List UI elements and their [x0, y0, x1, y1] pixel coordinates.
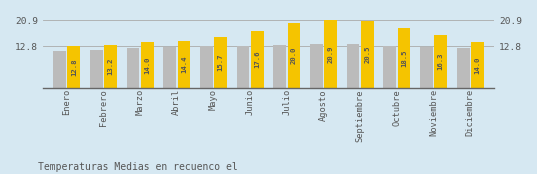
Text: 20.9: 20.9 — [328, 45, 333, 63]
Text: 14.0: 14.0 — [144, 56, 150, 74]
Bar — [163, 47, 176, 88]
Bar — [141, 42, 154, 88]
Bar — [434, 35, 447, 88]
Bar — [397, 28, 410, 88]
Bar — [273, 45, 286, 88]
Bar — [347, 44, 359, 88]
Bar — [104, 45, 117, 88]
Bar — [420, 47, 433, 88]
Bar — [310, 44, 323, 88]
Text: 12.8: 12.8 — [71, 58, 77, 76]
Text: 20.5: 20.5 — [365, 46, 371, 63]
Bar — [471, 42, 484, 88]
Bar — [251, 31, 264, 88]
Text: 18.5: 18.5 — [401, 49, 407, 67]
Text: 17.6: 17.6 — [255, 50, 260, 68]
Bar — [90, 50, 103, 88]
Text: 16.3: 16.3 — [438, 53, 444, 70]
Bar — [456, 48, 469, 88]
Text: 14.4: 14.4 — [181, 56, 187, 73]
Bar — [237, 46, 249, 88]
Bar — [127, 48, 140, 88]
Text: Temperaturas Medias en recuenco el: Temperaturas Medias en recuenco el — [38, 162, 237, 172]
Bar — [200, 46, 213, 88]
Text: 15.7: 15.7 — [217, 54, 223, 71]
Bar — [214, 37, 227, 88]
Bar — [68, 46, 81, 88]
Bar — [288, 23, 300, 88]
Text: 13.2: 13.2 — [107, 58, 113, 75]
Bar — [53, 51, 66, 88]
Text: 14.0: 14.0 — [475, 56, 481, 74]
Bar — [324, 20, 337, 88]
Bar — [178, 41, 190, 88]
Bar — [361, 21, 374, 88]
Bar — [383, 46, 396, 88]
Text: 20.0: 20.0 — [291, 47, 297, 64]
